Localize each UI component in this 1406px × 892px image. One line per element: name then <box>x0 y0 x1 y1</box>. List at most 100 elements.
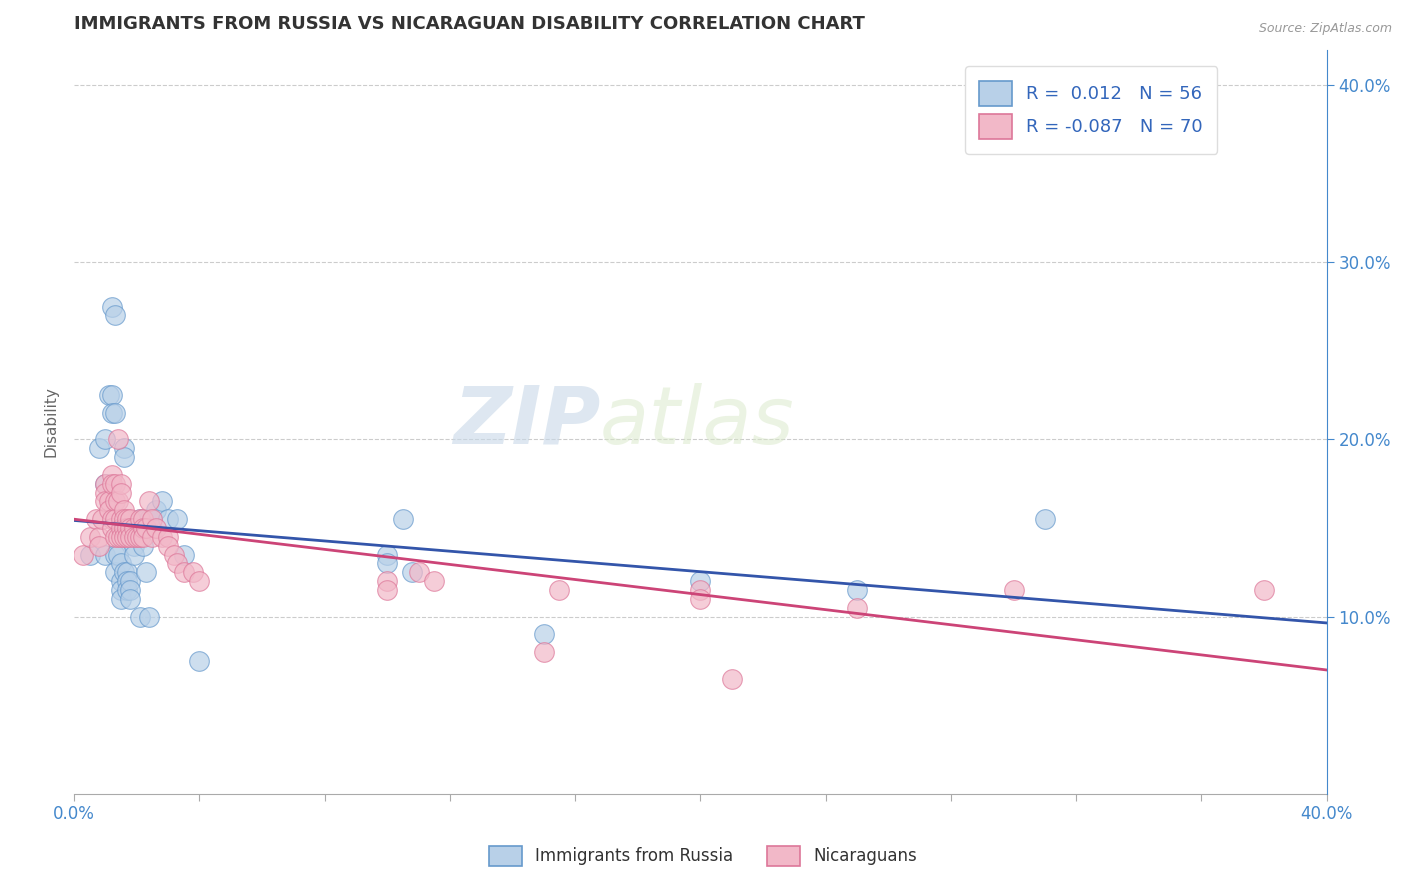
Point <box>89 530 111 544</box>
Point <box>97 503 120 517</box>
Point <box>107 530 129 544</box>
Point <box>135 512 157 526</box>
Point <box>173 548 195 562</box>
Point <box>173 566 195 580</box>
Point <box>122 530 145 544</box>
Point <box>100 467 122 482</box>
Point <box>689 582 711 597</box>
Point <box>104 548 127 562</box>
Point <box>104 494 127 508</box>
Point <box>100 388 122 402</box>
Point <box>112 521 135 535</box>
Point <box>135 521 157 535</box>
Point <box>94 494 117 508</box>
Point <box>112 566 135 580</box>
Point <box>132 521 155 535</box>
Point <box>122 521 145 535</box>
Point <box>117 566 139 580</box>
Point <box>110 530 132 544</box>
Point <box>689 591 711 606</box>
Point <box>120 530 142 544</box>
Point <box>138 494 160 508</box>
Point <box>94 476 117 491</box>
Point <box>79 530 101 544</box>
Point <box>141 530 163 544</box>
Point <box>122 530 145 544</box>
Point <box>125 530 148 544</box>
Point <box>132 539 155 553</box>
Point <box>846 582 869 597</box>
Point <box>533 627 555 641</box>
Point <box>100 512 122 526</box>
Point <box>112 442 135 456</box>
Point <box>125 530 148 544</box>
Point <box>97 388 120 402</box>
Point <box>94 476 117 491</box>
Point <box>157 530 180 544</box>
Point <box>72 548 94 562</box>
Point <box>104 406 127 420</box>
Point <box>110 591 132 606</box>
Point <box>120 574 142 589</box>
Point <box>100 476 122 491</box>
Point <box>79 548 101 562</box>
Point <box>125 521 148 535</box>
Point <box>117 521 139 535</box>
Point <box>150 494 173 508</box>
Point <box>135 566 157 580</box>
Point <box>122 548 145 562</box>
Point <box>110 512 132 526</box>
Point <box>132 521 155 535</box>
Point <box>392 512 415 526</box>
Point <box>110 582 132 597</box>
Point <box>166 557 188 571</box>
Point <box>89 442 111 456</box>
Point <box>141 512 163 526</box>
Point <box>110 574 132 589</box>
Point <box>720 672 742 686</box>
Point <box>84 512 107 526</box>
Point <box>1253 582 1275 597</box>
Point <box>100 300 122 314</box>
Point <box>138 609 160 624</box>
Point <box>100 521 122 535</box>
Point <box>375 582 398 597</box>
Point <box>120 521 142 535</box>
Point <box>157 539 180 553</box>
Point <box>163 548 186 562</box>
Point <box>122 539 145 553</box>
Point <box>375 557 398 571</box>
Point <box>408 566 430 580</box>
Point <box>100 406 122 420</box>
Text: IMMIGRANTS FROM RUSSIA VS NICARAGUAN DISABILITY CORRELATION CHART: IMMIGRANTS FROM RUSSIA VS NICARAGUAN DIS… <box>75 15 865 33</box>
Y-axis label: Disability: Disability <box>44 386 58 458</box>
Point <box>107 433 129 447</box>
Point <box>110 557 132 571</box>
Point <box>110 476 132 491</box>
Point <box>112 530 135 544</box>
Point <box>141 512 163 526</box>
Point <box>110 521 132 535</box>
Point <box>94 485 117 500</box>
Point <box>548 582 571 597</box>
Point <box>120 591 142 606</box>
Point <box>145 503 167 517</box>
Point <box>128 521 150 535</box>
Point <box>107 494 129 508</box>
Point <box>166 512 188 526</box>
Point <box>138 512 160 526</box>
Point <box>846 600 869 615</box>
Point <box>117 530 139 544</box>
Point <box>401 566 423 580</box>
Point <box>128 512 150 526</box>
Point <box>181 566 204 580</box>
Point <box>157 512 180 526</box>
Point <box>120 582 142 597</box>
Point <box>104 566 127 580</box>
Point <box>533 645 555 659</box>
Point <box>132 530 155 544</box>
Point <box>97 494 120 508</box>
Point <box>89 539 111 553</box>
Point <box>188 654 211 668</box>
Point <box>104 530 127 544</box>
